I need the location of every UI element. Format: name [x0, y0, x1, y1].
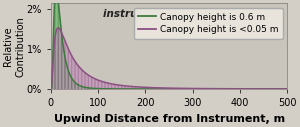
- Text: instrument height = 1.5 m: instrument height = 1.5 m: [103, 9, 258, 19]
- Legend: Canopy height is 0.6 m, Canopy height is <0.05 m: Canopy height is 0.6 m, Canopy height is…: [134, 8, 283, 39]
- X-axis label: Upwind Distance from Instrument, m: Upwind Distance from Instrument, m: [53, 114, 285, 124]
- Y-axis label: Relative
Contribution: Relative Contribution: [4, 16, 25, 77]
